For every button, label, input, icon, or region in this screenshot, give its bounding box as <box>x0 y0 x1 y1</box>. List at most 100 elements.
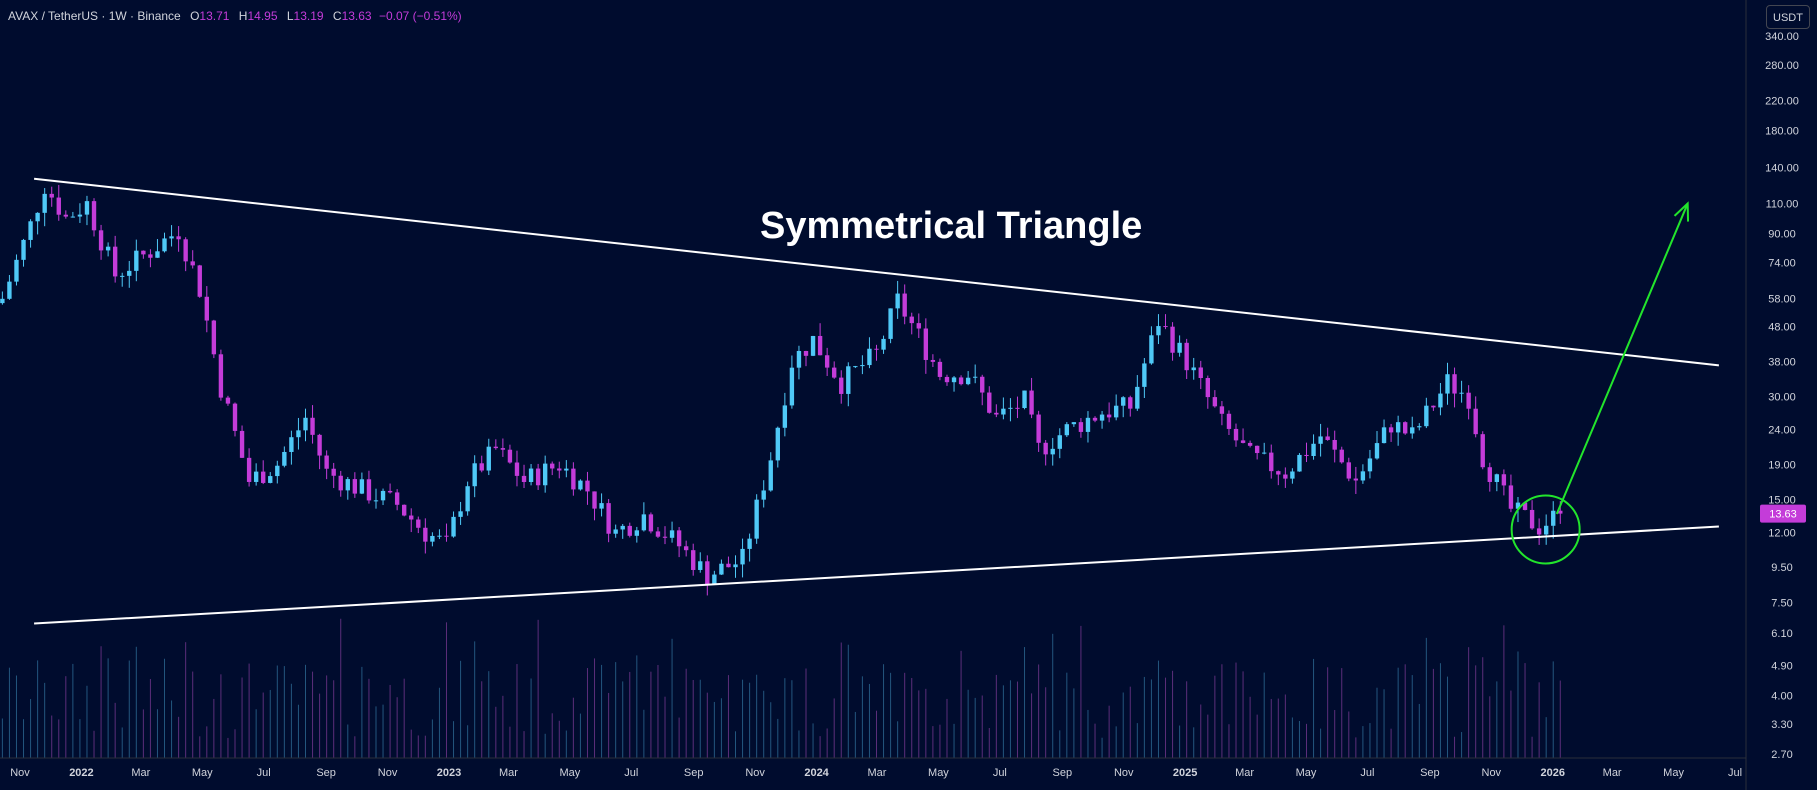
price-tick-label: 7.50 <box>1771 597 1792 609</box>
candle-body <box>345 479 350 491</box>
candle <box>1135 375 1140 411</box>
candle <box>296 417 301 450</box>
candle <box>1473 396 1478 438</box>
time-axis[interactable]: Nov 2022 Mar May Jul Sep Nov 2023 Mar May Jul Sep No… <box>10 767 1742 779</box>
candle-body <box>726 563 731 568</box>
time-tick-label: Mar <box>868 767 887 779</box>
volume-bar <box>1538 682 1540 758</box>
time-tick-label: Sep <box>316 767 336 779</box>
candle <box>1001 397 1006 420</box>
volume-bar <box>79 719 81 758</box>
volume-bar <box>1009 680 1011 758</box>
candle <box>1480 431 1485 470</box>
time-tick-label: Nov <box>745 767 765 779</box>
candle <box>1184 338 1189 380</box>
candle-body <box>902 293 907 317</box>
candle <box>1036 410 1041 452</box>
time-tick-label: Jul <box>1728 767 1742 779</box>
volume-bar <box>417 735 419 758</box>
price-tick-label: 12.00 <box>1768 528 1796 540</box>
candle <box>1374 431 1380 460</box>
volume-bar <box>601 664 603 758</box>
volume-bar <box>347 724 349 758</box>
trendline-layer <box>33 177 1719 625</box>
candle <box>1057 428 1062 459</box>
time-tick-label: Sep <box>1053 767 1073 779</box>
volume-bar <box>981 695 983 758</box>
volume-bar <box>1559 680 1561 758</box>
candle <box>944 374 950 386</box>
candle-body <box>585 480 590 492</box>
volume-bar <box>861 676 863 758</box>
volume-bar <box>735 731 737 758</box>
candle <box>761 480 766 508</box>
candle <box>542 455 548 493</box>
volume-bar <box>114 702 116 758</box>
volume-bar <box>1165 677 1167 758</box>
candle-body <box>112 246 118 277</box>
candle <box>479 455 484 473</box>
currency-button[interactable]: USDT <box>1766 5 1810 29</box>
candle <box>451 511 456 538</box>
candle-body <box>1121 397 1126 406</box>
candle <box>514 450 520 487</box>
candle <box>338 470 343 497</box>
volume-bar <box>1418 703 1420 758</box>
symbol-label[interactable]: AVAX / TetherUS · 1W · Binance <box>8 9 181 23</box>
volume-bar <box>1348 711 1350 758</box>
candle-body <box>980 376 985 393</box>
candle <box>620 523 625 539</box>
volume-bar <box>742 679 744 758</box>
highlight-circle[interactable] <box>1510 494 1581 565</box>
candle <box>472 455 477 498</box>
candle-body <box>331 468 336 476</box>
trendline-support[interactable] <box>34 525 1719 625</box>
volume-bar <box>107 658 109 758</box>
candle <box>225 395 231 406</box>
trendline-projection[interactable] <box>1555 203 1689 515</box>
volume-bar <box>1193 727 1195 758</box>
volume-bar <box>100 646 102 758</box>
last-price-badge <box>1760 504 1806 523</box>
price-tick-label: 110.00 <box>1766 199 1799 211</box>
volume-bar <box>1496 681 1498 758</box>
volume-bar <box>897 721 899 758</box>
volume-bar <box>467 725 469 758</box>
volume-bar <box>594 658 596 758</box>
time-tick-label: Jul <box>257 767 271 779</box>
candle <box>860 355 865 375</box>
candle-body <box>1036 414 1041 443</box>
candle-body <box>35 212 40 222</box>
volume-bar <box>1249 696 1251 758</box>
candle <box>1367 449 1373 479</box>
candle <box>1247 440 1253 448</box>
price-axis[interactable]: 340.00 280.00 220.00 180.00 140.00 110.00 90.0… <box>1765 31 1799 761</box>
price-tick-label: 3.30 <box>1771 719 1792 731</box>
candle <box>394 489 400 511</box>
candle <box>1050 437 1055 466</box>
volume-bar <box>1397 667 1399 758</box>
volume-bar <box>720 698 722 758</box>
volume-bar <box>1115 726 1117 758</box>
candle-body <box>1522 502 1528 510</box>
candle <box>641 502 647 532</box>
candle-body <box>444 535 449 537</box>
price-tick-label: 140.00 <box>1765 163 1799 175</box>
volume-bar <box>995 674 997 758</box>
candle <box>56 184 61 221</box>
candle-body <box>1219 406 1225 414</box>
volume-bar <box>51 715 53 758</box>
volume-bar <box>1545 717 1547 758</box>
volume-bar <box>1228 724 1230 758</box>
candle <box>521 464 527 489</box>
trendline-resistance[interactable] <box>33 177 1719 367</box>
candle-body <box>261 471 266 483</box>
volume-bar <box>1073 688 1075 758</box>
candle <box>606 499 611 543</box>
candle <box>1128 395 1133 417</box>
candle-body <box>1142 363 1147 387</box>
volume-bar <box>86 685 88 758</box>
price-tick-label: 24.00 <box>1768 425 1796 437</box>
candle-body <box>895 293 900 309</box>
